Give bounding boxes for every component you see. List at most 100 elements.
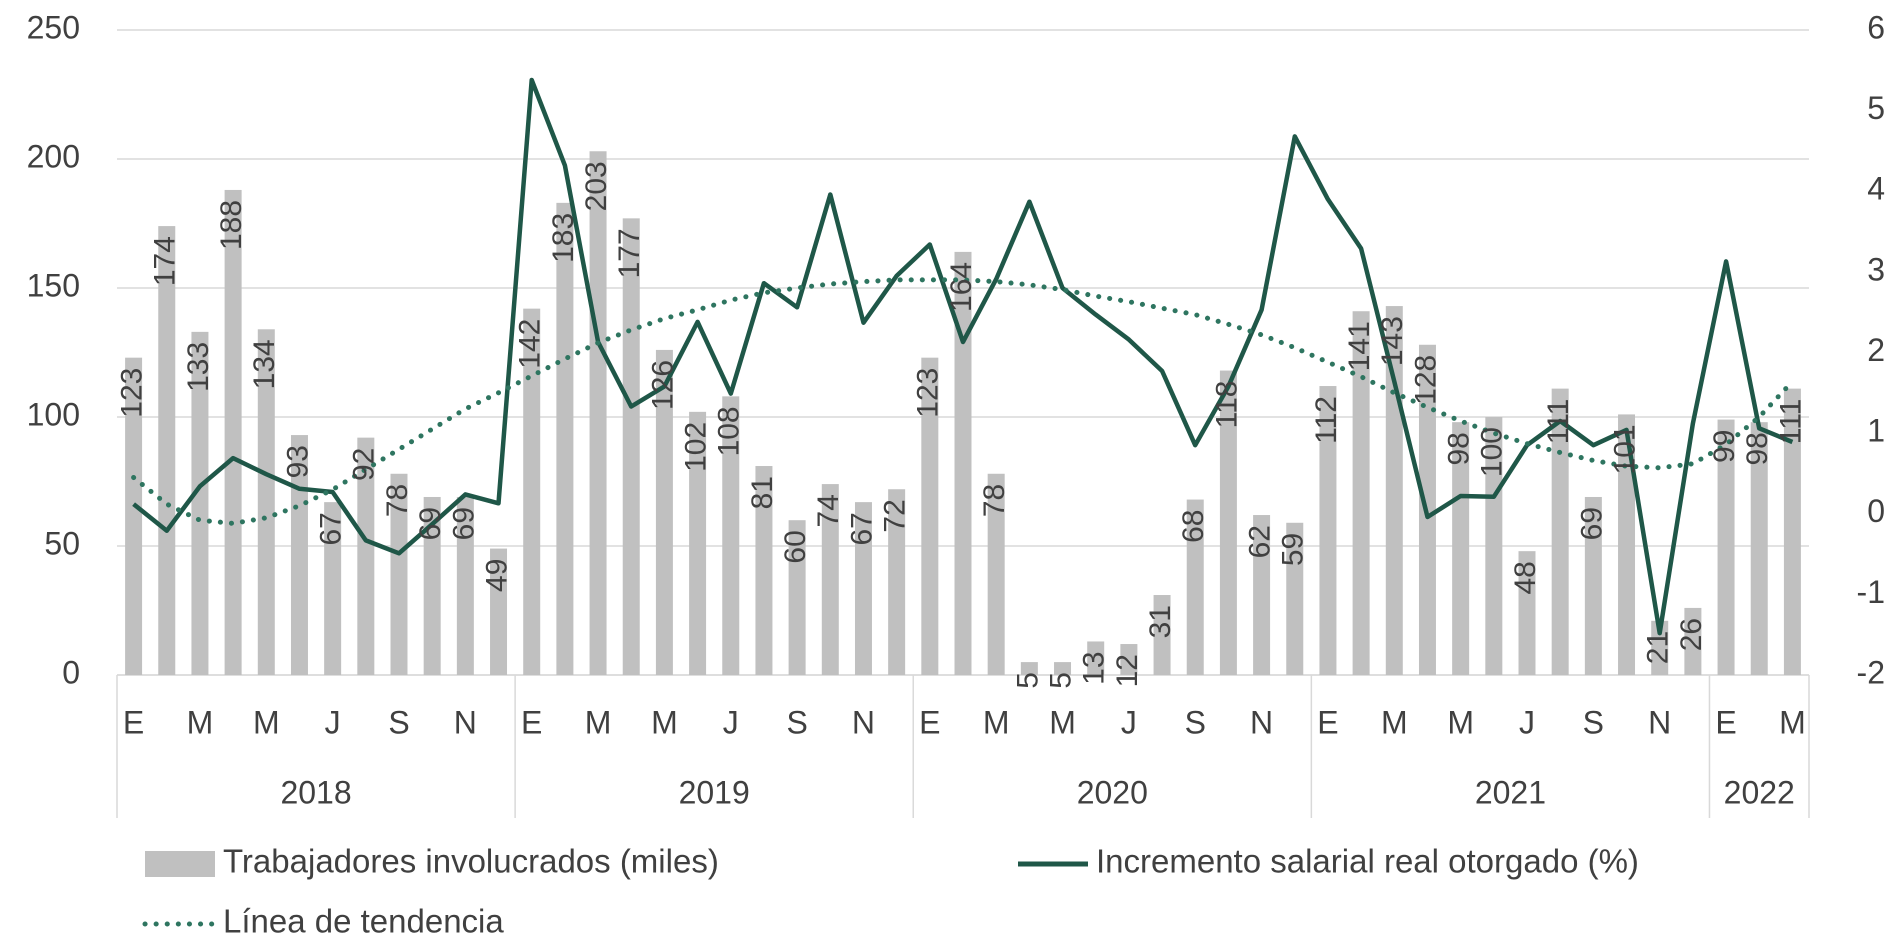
- data-label: 141: [1343, 321, 1376, 371]
- data-label: 102: [680, 422, 713, 472]
- bar: [191, 331, 209, 675]
- bar: [1253, 515, 1271, 675]
- bar: [1452, 422, 1470, 675]
- data-label: 67: [315, 512, 348, 545]
- year-label: 2019: [679, 774, 750, 810]
- x-tick-label: J: [723, 704, 739, 740]
- year-label: 2020: [1077, 774, 1148, 810]
- x-tick-label: S: [1583, 704, 1604, 740]
- data-label: 112: [1310, 396, 1343, 444]
- data-label: 60: [779, 530, 812, 563]
- bar: [1584, 496, 1602, 675]
- bar: [1120, 644, 1138, 675]
- data-label: 74: [812, 494, 845, 527]
- x-tick-label: M: [585, 704, 612, 740]
- bar: [655, 349, 673, 675]
- data-label: 142: [514, 319, 547, 369]
- data-label: 12: [1111, 654, 1144, 687]
- data-label: 188: [215, 200, 248, 250]
- data-label: 177: [613, 228, 646, 278]
- data-label: 98: [1741, 432, 1774, 465]
- bar: [1783, 388, 1801, 675]
- bar: [125, 357, 143, 675]
- x-tick-label: N: [454, 704, 477, 740]
- x-tick-label: E: [123, 704, 144, 740]
- trend-line: [131, 277, 1795, 526]
- y-tick-label: 0: [62, 654, 80, 690]
- bar: [755, 466, 773, 675]
- bar: [954, 251, 972, 675]
- data-label: 5: [1011, 672, 1044, 689]
- bar: [1750, 422, 1768, 675]
- data-label: 174: [149, 236, 182, 286]
- data-label: 78: [978, 484, 1011, 517]
- data-label: 72: [879, 499, 912, 532]
- data-label: 5: [1044, 672, 1077, 689]
- bar: [1551, 388, 1569, 675]
- bar: [589, 151, 607, 675]
- bar: [788, 520, 806, 675]
- y2-tick-label: 6: [1867, 9, 1885, 45]
- bar: [1684, 607, 1702, 675]
- data-label: 203: [580, 161, 613, 211]
- x-tick-label: M: [1779, 704, 1806, 740]
- data-label: 128: [1409, 355, 1442, 405]
- bar: [224, 189, 242, 675]
- x-tick-label: M: [1381, 704, 1408, 740]
- data-label: 111: [1774, 399, 1807, 445]
- bar: [158, 226, 176, 675]
- bar: [490, 548, 508, 675]
- bar: [854, 502, 872, 675]
- data-label: 69: [414, 507, 447, 540]
- x-tick-label: M: [253, 704, 280, 740]
- data-label: 92: [348, 448, 381, 481]
- x-tick-label: E: [521, 704, 542, 740]
- x-tick-label: M: [1447, 704, 1474, 740]
- bar: [821, 484, 839, 675]
- data-label: 62: [1244, 525, 1277, 558]
- data-label: 69: [447, 507, 480, 540]
- bar: [556, 202, 574, 676]
- data-label: 126: [646, 360, 679, 410]
- y2-tick-label: 1: [1867, 413, 1885, 449]
- data-label: 81: [746, 476, 779, 509]
- bar: [1485, 417, 1503, 675]
- x-tick-label: J: [1121, 704, 1137, 740]
- x-tick-label: S: [388, 704, 409, 740]
- data-label: 21: [1642, 631, 1675, 664]
- year-label: 2018: [280, 774, 351, 810]
- data-label: 49: [480, 559, 513, 592]
- data-label: 101: [1608, 424, 1641, 474]
- data-label: 69: [1575, 507, 1608, 540]
- data-label: 118: [1210, 381, 1243, 429]
- y2-tick-label: 3: [1867, 251, 1885, 287]
- x-tick-label: N: [1648, 704, 1671, 740]
- line: [132, 77, 1794, 636]
- x-tick-label: M: [983, 704, 1010, 740]
- x-tick-label: M: [187, 704, 214, 740]
- bar: [1087, 641, 1105, 675]
- year-label: 2022: [1724, 774, 1795, 810]
- y2-tick-label: 4: [1867, 171, 1885, 207]
- data-label: 183: [547, 213, 580, 263]
- data-label: 26: [1675, 618, 1708, 651]
- bar: [1618, 414, 1636, 675]
- bar: [722, 396, 740, 675]
- data-label: 67: [845, 512, 878, 545]
- x-tick-label: S: [786, 704, 807, 740]
- bar: [357, 437, 375, 675]
- bar: [1518, 551, 1536, 675]
- legend-swatch: [145, 851, 215, 877]
- data-label: 99: [1708, 430, 1741, 463]
- bar: [1219, 370, 1237, 675]
- legend-label: Línea de tendencia: [223, 903, 504, 940]
- data-label: 100: [1476, 427, 1509, 477]
- legend-label: Trabajadores involucrados (miles): [223, 843, 719, 880]
- bar: [1020, 662, 1038, 675]
- x-tick-label: E: [919, 704, 940, 740]
- bar: [622, 218, 640, 675]
- x-tick-label: J: [325, 704, 341, 740]
- x-tick-label: M: [1049, 704, 1076, 740]
- y2-tick-label: 5: [1867, 90, 1885, 126]
